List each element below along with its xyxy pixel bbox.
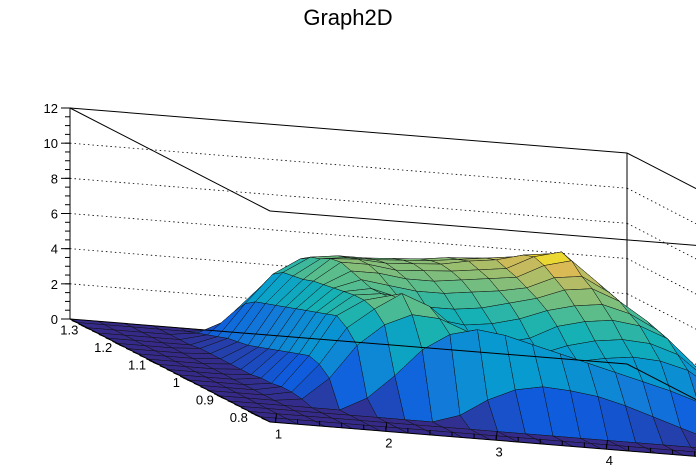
x-tick-label: 1: [275, 426, 282, 441]
y-minor-tick: [132, 351, 138, 355]
z-gridline-back: [69, 142, 628, 189]
y-tick-label: 0.8: [230, 410, 248, 425]
y-minor-tick: [193, 382, 199, 386]
y-tick-label: 0.9: [196, 392, 214, 407]
z-gridline-back: [69, 177, 628, 224]
x-tick-label: 2: [385, 435, 392, 450]
y-minor-tick: [119, 344, 125, 348]
y-minor-tick: [227, 400, 233, 404]
box-edge: [69, 107, 628, 154]
z-tick-label: 12: [44, 101, 58, 116]
y-minor-tick: [220, 396, 227, 400]
y-minor-tick: [213, 393, 220, 397]
x-axis: 123456: [275, 413, 696, 468]
y-tick-label: 1.1: [128, 357, 146, 372]
z-tick-label: 0: [51, 312, 58, 327]
y-minor-tick: [159, 365, 166, 369]
x-tick-label: 3: [495, 444, 502, 459]
surface-mesh: [69, 251, 696, 457]
y-tick-label: 1.3: [60, 322, 78, 337]
box-edge: [626, 152, 696, 190]
surface-cell: [690, 446, 696, 451]
z-gridline-back: [69, 213, 628, 259]
y-minor-tick: [139, 354, 145, 358]
chart-title: Graph2D: [303, 5, 392, 30]
x-tick-label: 4: [606, 453, 613, 468]
surface-cell: [694, 365, 696, 368]
y-tick-label: 1: [173, 375, 180, 390]
y-minor-tick: [98, 333, 105, 337]
z-tick-label: 4: [51, 242, 58, 257]
y-axis: 0.8 0.9 1 1.1 1.2 1.3: [60, 320, 267, 425]
y-minor-tick: [186, 379, 193, 383]
surface-cell: [687, 369, 696, 397]
box-edge: [69, 318, 628, 365]
surface-cell: [673, 449, 696, 457]
y-minor-tick: [207, 389, 213, 393]
z-axis: 0 2 4 6 8 10 12: [44, 101, 71, 327]
z-gridline-side: [626, 258, 696, 295]
surface-cell: [670, 390, 696, 435]
y-tick-label: 1.2: [94, 340, 112, 355]
surface-cell: [680, 427, 696, 448]
z-gridline-side: [626, 293, 696, 330]
box-edge: [626, 363, 696, 401]
y-minor-tick: [173, 372, 179, 376]
y-minor-tick: [112, 340, 118, 344]
y-minor-tick: [200, 386, 206, 390]
z-tick-label: 8: [51, 171, 58, 186]
y-minor-tick: [85, 327, 91, 330]
z-tick-label: 6: [51, 207, 58, 222]
y-minor-tick: [71, 320, 77, 323]
y-minor-tick: [91, 330, 98, 334]
y-minor-tick: [241, 407, 247, 411]
y-minor-tick: [180, 375, 186, 379]
y-minor-tick: [247, 410, 254, 414]
y-minor-tick: [105, 337, 111, 341]
y-minor-tick: [166, 368, 172, 372]
surface-cell: [677, 354, 696, 377]
box-edge: [69, 107, 271, 212]
y-minor-tick: [78, 323, 84, 327]
z-gridline-side: [626, 187, 696, 225]
box-edge: [269, 421, 696, 457]
z-gridline-side: [626, 222, 696, 260]
z-tick-label: 10: [44, 136, 58, 151]
y-minor-tick: [261, 417, 267, 421]
y-minor-tick: [254, 414, 261, 418]
y-minor-tick: [234, 403, 240, 407]
z-tick-label: 2: [51, 277, 58, 292]
y-minor-tick: [146, 358, 152, 362]
box-edge: [269, 210, 696, 246]
y-minor-tick: [125, 347, 132, 351]
y-minor-tick: [152, 361, 159, 365]
